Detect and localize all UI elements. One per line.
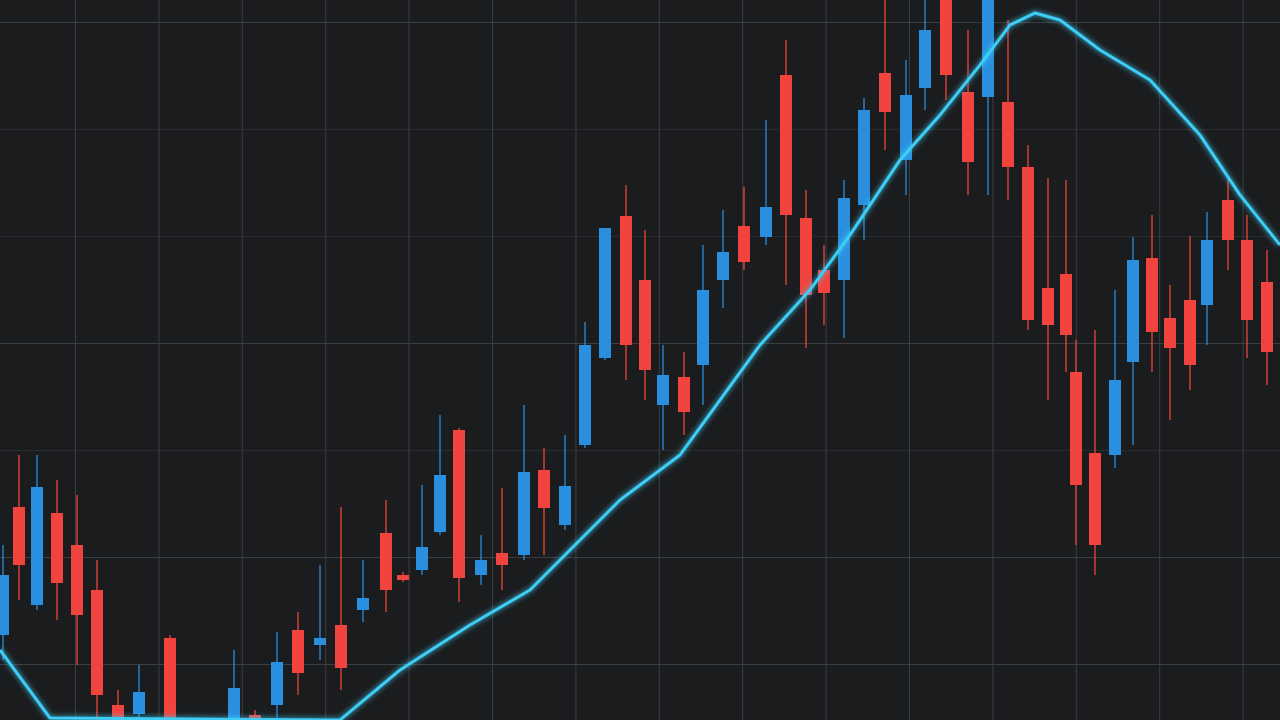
candle-body — [1146, 258, 1158, 332]
candle-body — [380, 533, 392, 590]
candle-body — [112, 705, 124, 720]
candle-body — [335, 625, 347, 668]
candle-body — [538, 470, 550, 508]
candle-body — [838, 198, 850, 280]
candle-body — [1184, 300, 1196, 365]
candle-body — [496, 553, 508, 565]
candle-body — [678, 377, 690, 412]
candle-body — [1089, 453, 1101, 545]
moving-average-line — [0, 11, 1280, 720]
candle-body — [518, 472, 530, 555]
candle-body — [133, 692, 145, 714]
candle-body — [228, 688, 240, 720]
candle-body — [13, 507, 25, 565]
candle-body — [1201, 240, 1213, 305]
candle-body — [416, 547, 428, 570]
candle-body — [657, 375, 669, 405]
candle-body — [620, 216, 632, 345]
candle-body — [717, 252, 729, 280]
candle-body — [51, 513, 63, 583]
candle-body — [1109, 380, 1121, 455]
candle-body — [579, 345, 591, 445]
candle-body — [879, 73, 891, 112]
candle-body — [434, 475, 446, 532]
candle-body — [738, 226, 750, 262]
candle-body — [1002, 102, 1014, 167]
candle-body — [780, 75, 792, 215]
candle-body — [453, 430, 465, 578]
candle-body — [1060, 274, 1072, 335]
candle-body — [0, 575, 9, 635]
candle-body — [760, 207, 772, 237]
candle-body — [1070, 372, 1082, 485]
candle-body — [800, 218, 812, 295]
candle-body — [164, 638, 176, 720]
candle-body — [900, 95, 912, 160]
candle-body — [1222, 200, 1234, 240]
candle-body — [639, 280, 651, 370]
candle-body — [1042, 288, 1054, 325]
candle-body — [1261, 282, 1273, 352]
candle-body — [91, 590, 103, 695]
candle-body — [271, 662, 283, 705]
candle-body — [314, 638, 326, 645]
candle-body — [1164, 318, 1176, 348]
candle-body — [31, 487, 43, 605]
candle-body — [1022, 167, 1034, 320]
candle-body — [397, 575, 409, 580]
candle-body — [1241, 240, 1253, 320]
candle-body — [357, 598, 369, 610]
candle-body — [292, 630, 304, 673]
candle-body — [940, 0, 952, 75]
candle-body — [818, 270, 830, 293]
candle-body — [249, 715, 261, 720]
candle-body — [559, 486, 571, 525]
candle-body — [982, 0, 994, 97]
candle-body — [71, 545, 83, 615]
candle-body — [919, 30, 931, 88]
candle-body — [697, 290, 709, 365]
candle-body — [858, 110, 870, 205]
candle-body — [962, 92, 974, 162]
candle-body — [1127, 260, 1139, 362]
candle-body — [599, 228, 611, 358]
candle-body — [475, 560, 487, 575]
